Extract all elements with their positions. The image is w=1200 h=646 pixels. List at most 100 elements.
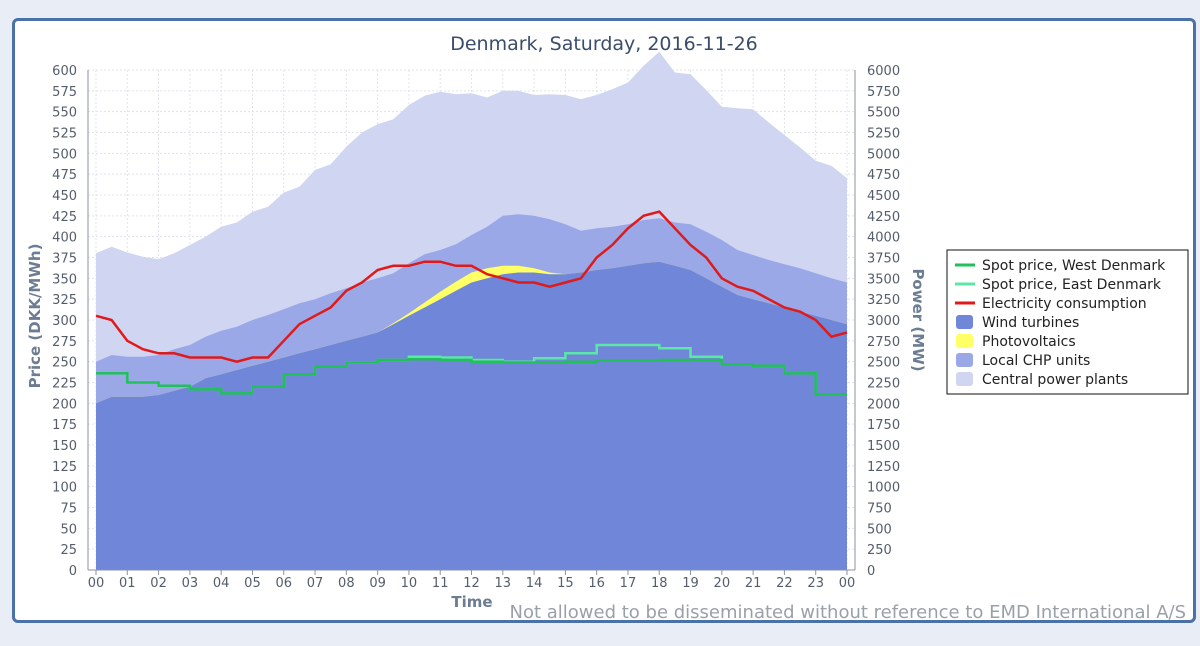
x-tick-label: 00 (839, 576, 856, 591)
y-left-tick-label: 200 (52, 397, 77, 412)
y-left-tick-label: 175 (52, 418, 77, 433)
legend-swatch-photovoltaics (956, 334, 973, 348)
y-right-tick-label: 4000 (867, 231, 900, 246)
y-left-tick-label: 325 (52, 293, 77, 308)
y-left-tick-label: 75 (60, 502, 77, 517)
legend-label-spot-price-west-denmark: Spot price, West Denmark (982, 258, 1166, 274)
y-right-tick-label: 2000 (867, 397, 900, 412)
watermark-text: Not allowed to be disseminated without r… (509, 602, 1186, 623)
x-tick-label: 07 (307, 576, 324, 591)
y-left-tick-label: 250 (52, 356, 77, 371)
y-right-tick-label: 1750 (867, 418, 900, 433)
y-right-tick-label: 750 (867, 502, 892, 517)
legend-swatch-central-power-plants (956, 372, 973, 386)
line-series (95, 210, 848, 396)
x-tick-label: 09 (369, 576, 386, 591)
legend: Spot price, West Denmark Spot price, East… (946, 249, 1189, 395)
legend-label-local-chp-units: Local CHP units (982, 353, 1090, 369)
y-left-tick-label: 425 (52, 210, 77, 225)
legend-label-photovoltaics: Photovoltaics (982, 334, 1076, 350)
y-left-tick-label: 0 (69, 564, 77, 579)
x-tick-label: 08 (338, 576, 355, 591)
y-left-tick-label: 25 (60, 543, 77, 558)
y-left-tick-label: 350 (52, 272, 77, 287)
x-tick-label: 10 (401, 576, 418, 591)
y-left-tick-label: 525 (52, 127, 77, 142)
y-left-tick-label: 50 (60, 522, 77, 537)
x-tick-label: 14 (526, 576, 543, 591)
y-right-tick-label: 5500 (867, 106, 900, 121)
y-right-tick-label: 5000 (867, 147, 900, 162)
y-right-tick-label: 3750 (867, 252, 900, 267)
x-tick-label: 13 (495, 576, 512, 591)
y-right-tick-label: 5250 (867, 127, 900, 142)
y-right-tick-label: 3000 (867, 314, 900, 329)
y-left-tick-label: 400 (52, 231, 77, 246)
y-axis-right-label: Power (MW) (909, 268, 927, 371)
y-left-tick-label: 575 (52, 85, 77, 100)
y-right-tick-label: 2750 (867, 335, 900, 350)
y-right-tick-label: 4750 (867, 168, 900, 183)
y-right-tick-label: 4500 (867, 189, 900, 204)
y-left-tick-label: 300 (52, 314, 77, 329)
x-tick-label: 20 (714, 576, 731, 591)
y-left-tick-label: 475 (52, 168, 77, 183)
y-axis-left-label: Price (DKK/MWh) (26, 244, 44, 389)
x-tick-label: 18 (651, 576, 668, 591)
y-left-tick-label: 275 (52, 335, 77, 350)
x-tick-label: 12 (463, 576, 480, 591)
y-left-tick-label: 125 (52, 460, 77, 475)
y-right-tick-label: 0 (867, 564, 875, 579)
x-tick-label: 17 (620, 576, 637, 591)
y-right-tick-label: 4250 (867, 210, 900, 225)
y-left-tick-label: 600 (52, 64, 77, 79)
legend-label-electricity-consumption: Electricity consumption (982, 296, 1147, 312)
legend-box (946, 249, 1189, 395)
chart-title: Denmark, Saturday, 2016-11-26 (450, 33, 758, 55)
x-tick-label: 22 (776, 576, 793, 591)
y-left-tick-label: 375 (52, 252, 77, 267)
x-axis-label: Time (451, 593, 492, 611)
y-left-tick-label: 225 (52, 377, 77, 392)
y-left-tick-label: 500 (52, 147, 77, 162)
y-right-tick-label: 3250 (867, 293, 900, 308)
y-left-tick-label: 550 (52, 106, 77, 121)
legend-label-wind-turbines: Wind turbines (982, 315, 1079, 331)
x-tick-label: 11 (432, 576, 449, 591)
legend-label-spot-price-east-denmark: Spot price, East Denmark (982, 277, 1162, 293)
y-left-tick-label: 100 (52, 481, 77, 496)
y-right-tick-label: 6000 (867, 64, 900, 79)
y-right-tick-label: 2500 (867, 356, 900, 371)
legend-swatch-wind-turbines (956, 315, 973, 329)
legend-swatch-local-chp-units (956, 353, 973, 367)
y-right-tick-label: 2250 (867, 377, 900, 392)
x-tick-label: 21 (745, 576, 762, 591)
x-tick-label: 15 (557, 576, 574, 591)
x-tick-label: 16 (588, 576, 605, 591)
y-right-tick-label: 500 (867, 522, 892, 537)
y-right-tick-label: 250 (867, 543, 892, 558)
y-left-tick-label: 450 (52, 189, 77, 204)
x-tick-label: 03 (182, 576, 199, 591)
y-right-tick-label: 3500 (867, 272, 900, 287)
area-series (96, 51, 847, 570)
step-spot-price-west-denmark (96, 357, 847, 396)
y-right-tick-label: 1250 (867, 460, 900, 475)
x-tick-label: 05 (244, 576, 261, 591)
x-tick-label: 02 (150, 576, 167, 591)
area-wind-turbines (96, 261, 847, 570)
y-left-tick-label: 150 (52, 439, 77, 454)
y-right-tick-label: 5750 (867, 85, 900, 100)
x-tick-label: 00 (88, 576, 105, 591)
x-tick-label: 06 (275, 576, 292, 591)
legend-label-central-power-plants: Central power plants (982, 372, 1128, 388)
line-electricity-consumption (95, 210, 848, 363)
x-tick-label: 01 (119, 576, 136, 591)
x-tick-label: 23 (807, 576, 824, 591)
x-tick-label: 19 (682, 576, 699, 591)
y-right-tick-label: 1500 (867, 439, 900, 454)
x-tick-label: 04 (213, 576, 230, 591)
y-right-tick-label: 1000 (867, 481, 900, 496)
